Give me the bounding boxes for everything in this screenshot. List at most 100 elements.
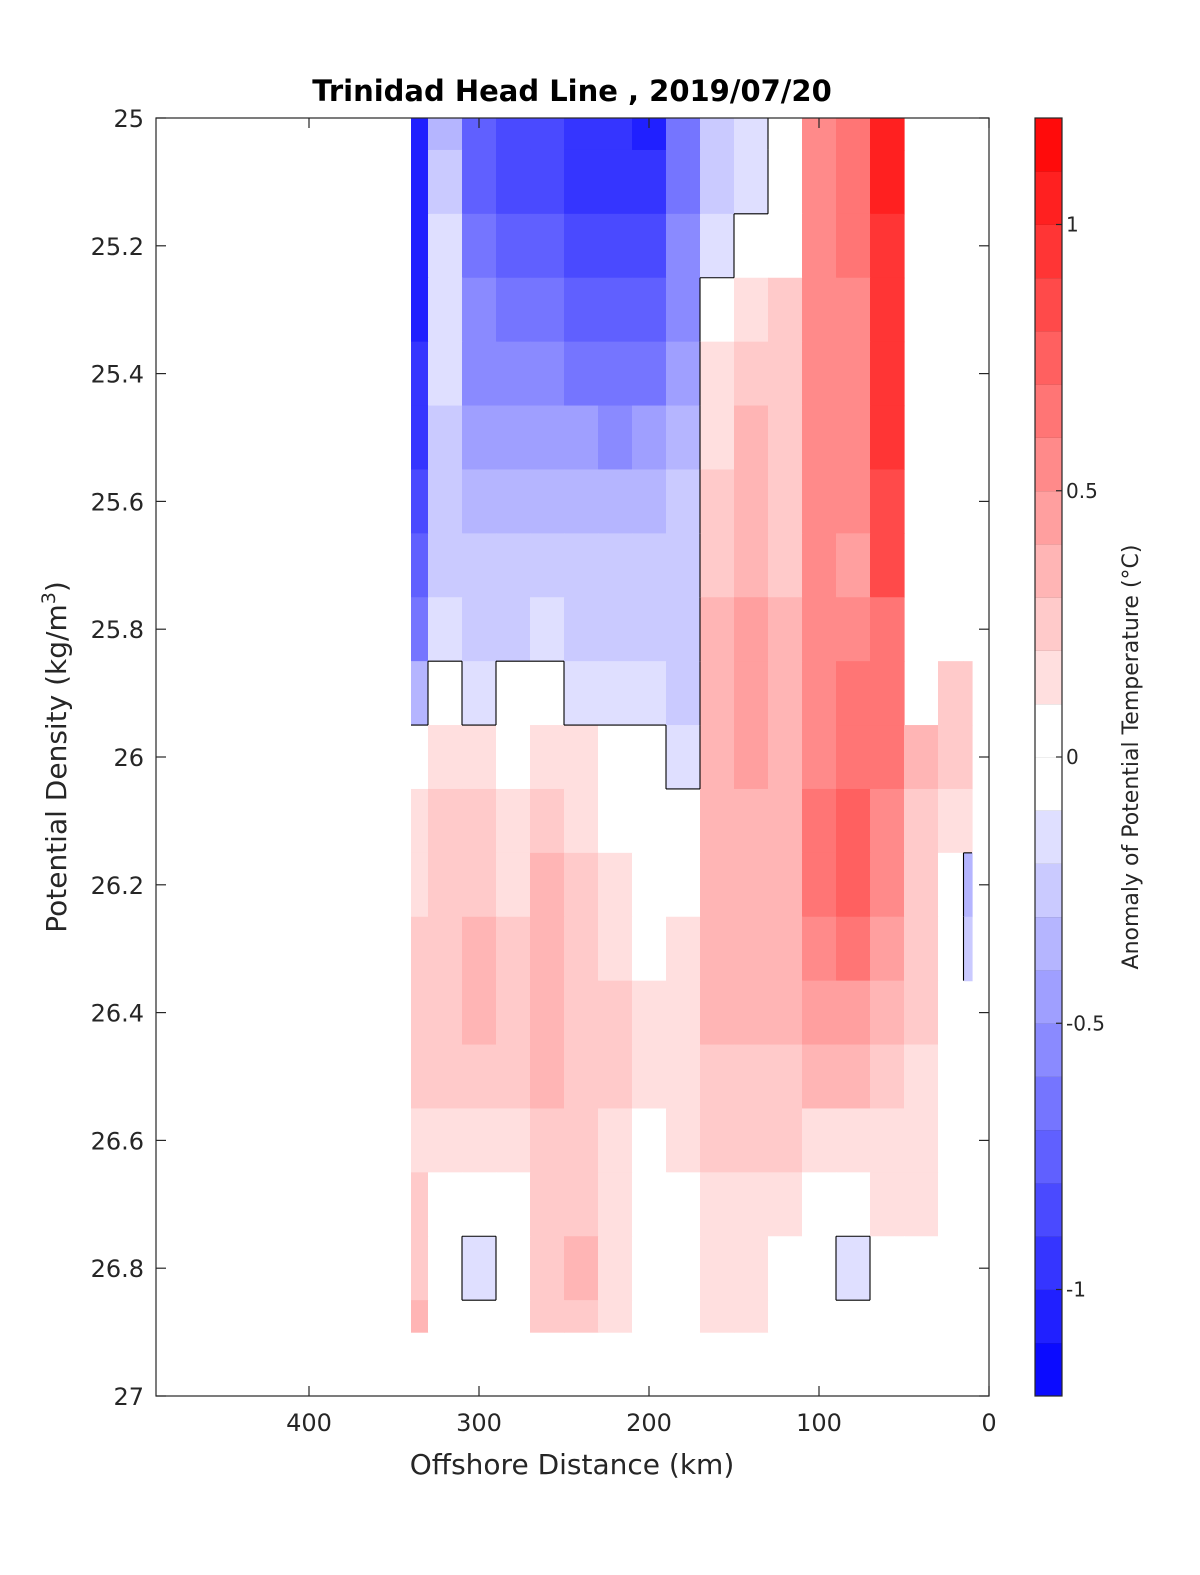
colorbar-swatch <box>1035 1183 1062 1237</box>
heatmap-cell <box>768 852 803 918</box>
heatmap-cell <box>632 980 667 1046</box>
heatmap-cell <box>938 980 965 1046</box>
heatmap-cell <box>802 1172 837 1237</box>
colorbar-swatch <box>1035 863 1062 918</box>
heatmap-cell <box>734 469 769 534</box>
heatmap-cell <box>870 725 905 790</box>
heatmap-cell <box>768 725 803 790</box>
heatmap-cell <box>411 597 429 662</box>
colorbar-swatch <box>1035 331 1062 385</box>
heatmap-cell <box>904 1236 939 1301</box>
heatmap-cell <box>700 405 735 471</box>
heatmap-cell <box>904 980 939 1046</box>
heatmap-cell <box>564 1108 599 1173</box>
heatmap-cell <box>836 213 871 279</box>
heatmap-cell <box>734 725 769 790</box>
heatmap-cell <box>870 852 905 918</box>
heatmap-cell <box>496 533 531 598</box>
heatmap-cell <box>530 788 565 854</box>
heatmap-cell <box>462 852 497 918</box>
heatmap-cell <box>428 1108 463 1173</box>
heatmap-cell <box>870 118 905 151</box>
heatmap-cell <box>734 980 769 1046</box>
heatmap-cell <box>411 852 429 918</box>
heatmap-cell <box>564 980 599 1046</box>
heatmap-cell <box>598 1172 633 1237</box>
heatmap-cell <box>598 118 633 151</box>
heatmap-cell <box>700 1108 735 1173</box>
heatmap-cell <box>904 725 939 790</box>
heatmap-cell <box>530 533 565 598</box>
heatmap-cell <box>666 725 701 790</box>
heatmap-cell <box>530 661 565 726</box>
heatmap-cell <box>564 916 599 982</box>
heatmap-cell <box>666 1300 701 1333</box>
heatmap-cell <box>802 277 837 343</box>
heatmap-cell <box>564 597 599 662</box>
heatmap-cell <box>530 1236 565 1301</box>
heatmap-cell <box>564 1172 599 1237</box>
colorbar-swatch <box>1035 384 1062 438</box>
heatmap-cell <box>530 277 565 343</box>
heatmap-cell <box>632 149 667 215</box>
heatmap-cell <box>496 1108 531 1173</box>
heatmap-cell <box>802 916 837 982</box>
heatmap-cell <box>802 341 837 407</box>
x-tick-label: 300 <box>456 1409 502 1437</box>
heatmap-cell <box>666 1044 701 1110</box>
heatmap-cell <box>666 852 701 918</box>
heatmap-cell <box>768 1044 803 1110</box>
heatmap-cell <box>870 277 905 343</box>
heatmap-cell <box>870 213 905 279</box>
heatmap-cell <box>632 916 667 982</box>
x-tick-label: 100 <box>796 1409 842 1437</box>
heatmap-cell <box>802 1300 837 1333</box>
colorbar-tick-label: -1 <box>1066 1278 1086 1302</box>
colorbar-swatch <box>1035 544 1062 598</box>
colorbar-tick-label: 0.5 <box>1066 479 1098 503</box>
heatmap-cell <box>870 597 905 662</box>
heatmap-cell <box>564 405 599 471</box>
zero-contour-lines <box>411 118 972 1301</box>
heatmap-cell <box>564 1044 599 1110</box>
heatmap-cell <box>564 213 599 279</box>
heatmap-cell <box>963 661 973 726</box>
heatmap-cell <box>836 1108 871 1173</box>
heatmap-cell <box>768 341 803 407</box>
heatmap-cell <box>496 213 531 279</box>
heatmap-cell <box>462 788 497 854</box>
heatmap-cell <box>428 916 463 982</box>
heatmap-cell <box>411 980 429 1046</box>
heatmap-cell <box>802 149 837 215</box>
heatmap-cell <box>530 852 565 918</box>
heatmap-cell <box>411 1172 429 1237</box>
colorbar-swatch <box>1035 970 1062 1024</box>
heatmap-cell <box>938 1236 965 1301</box>
y-axis-title-main: Potential Density (kg/m <box>40 604 73 933</box>
chart-title: Trinidad Head Line , 2019/07/20 <box>312 74 832 108</box>
heatmap-cell <box>870 533 905 598</box>
heatmap-cell <box>802 469 837 534</box>
heatmap-cell <box>734 852 769 918</box>
heatmap-cell <box>598 533 633 598</box>
heatmap-cell <box>938 1108 965 1173</box>
colorbar-swatch <box>1035 277 1062 332</box>
heatmap-cell <box>411 1300 429 1333</box>
colorbar-tick-label: -0.5 <box>1066 1011 1105 1035</box>
heatmap-cell <box>462 916 497 982</box>
heatmap-cell <box>836 597 871 662</box>
heatmap-cell <box>632 213 667 279</box>
heatmap-cell <box>938 788 965 854</box>
heatmap-cell <box>411 916 429 982</box>
heatmap-cell <box>666 1108 701 1173</box>
heatmap-cell <box>428 277 463 343</box>
heatmap-cell <box>496 852 531 918</box>
heatmap-cell <box>428 980 463 1046</box>
heatmap-cell <box>768 277 803 343</box>
heatmap-cell <box>870 916 905 982</box>
heatmap-cell <box>598 213 633 279</box>
heatmap-cell <box>700 533 735 598</box>
heatmap-cell <box>530 213 565 279</box>
heatmap-cell <box>700 341 735 407</box>
heatmap-cell <box>530 1300 565 1333</box>
